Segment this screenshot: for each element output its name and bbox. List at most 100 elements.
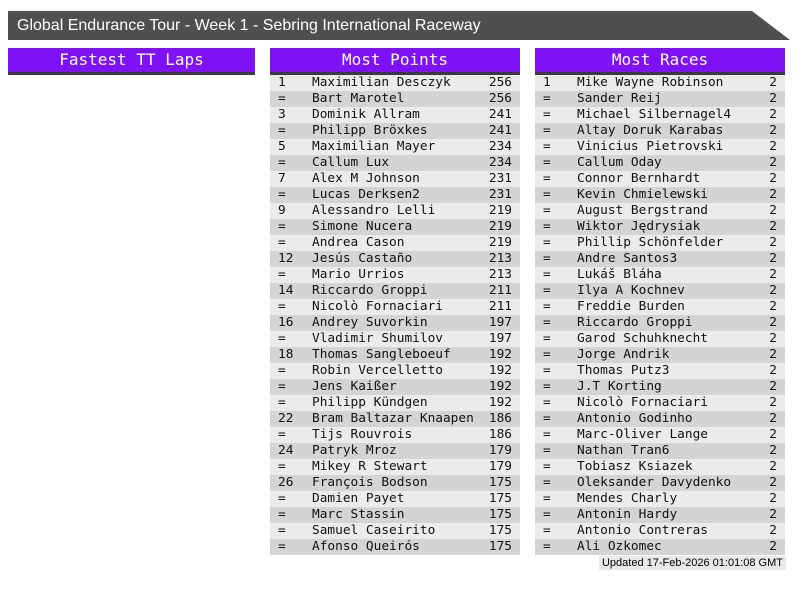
row-rank: =	[278, 155, 286, 170]
row-name: Antonin Hardy	[577, 507, 678, 522]
row-rank: =	[543, 139, 551, 154]
row-rank: =	[543, 107, 551, 122]
table-row: = Jens Kaißer 192	[270, 379, 520, 395]
row-value: 2	[769, 395, 777, 410]
table-row: = Oleksander Davydenko 2	[535, 475, 785, 491]
row-rank: =	[543, 475, 551, 490]
row-value: 2	[769, 251, 777, 266]
table-row: = August Bergstrand 2	[535, 203, 785, 219]
table-row: = Wiktor Jędrysiak 2	[535, 219, 785, 235]
table-row: = Connor Bernhardt 2	[535, 171, 785, 187]
row-value: 2	[769, 219, 777, 234]
row-rank: =	[543, 443, 551, 458]
row-rank: 5	[278, 139, 286, 154]
row-rank: =	[278, 491, 286, 506]
row-value: 2	[769, 235, 777, 250]
row-name: Marc Stassin	[312, 507, 405, 522]
table-row: = Vinicius Pietrovski 2	[535, 139, 785, 155]
table-row: = Michael Silbernagel4 2	[535, 107, 785, 123]
row-name: Mikey R Stewart	[312, 459, 428, 474]
row-rank: =	[278, 539, 286, 554]
row-name: Jorge Andrik	[577, 347, 670, 362]
row-rank: =	[278, 299, 286, 314]
row-name: Mendes Charly	[577, 491, 678, 506]
row-name: J.T Korting	[577, 379, 662, 394]
row-name: Ilya A Kochnev	[577, 283, 685, 298]
table-row: = Samuel Caseirito 175	[270, 523, 520, 539]
table-row: 26 François Bodson 175	[270, 475, 520, 491]
row-value: 2	[769, 123, 777, 138]
table-row: 24 Patryk Mroz 179	[270, 443, 520, 459]
row-value: 231	[488, 187, 512, 202]
row-rank: =	[543, 155, 551, 170]
section-most-points: Most Points 1 Maximilian Desczyk 256 = Bart …	[270, 48, 520, 555]
row-name: Andre Santos3	[577, 251, 678, 266]
row-value: 179	[488, 443, 512, 458]
row-value: 234	[488, 139, 512, 154]
row-value: 2	[769, 491, 777, 506]
table-row: 22 Bram Baltazar Knaapen 186	[270, 411, 520, 427]
row-rank: =	[543, 123, 551, 138]
row-name: Damien Payet	[312, 491, 405, 506]
table-row: = J.T Korting 2	[535, 379, 785, 395]
row-value: 192	[488, 379, 512, 394]
row-rank: =	[543, 491, 551, 506]
row-value: 192	[488, 363, 512, 378]
event-title-bar: Global Endurance Tour - Week 1 - Sebring…	[8, 11, 790, 40]
row-name: Vinicius Pietrovski	[577, 139, 724, 154]
row-rank: 1	[543, 75, 551, 90]
row-value: 241	[488, 107, 512, 122]
row-name: Riccardo Groppi	[312, 283, 428, 298]
row-name: Lucas Derksen2	[312, 187, 420, 202]
table-row: = Philipp Bröxkes 241	[270, 123, 520, 139]
row-value: 241	[488, 123, 512, 138]
row-value: 231	[488, 171, 512, 186]
row-name: Tijs Rouvrois	[312, 427, 413, 442]
row-name: Callum Oday	[577, 155, 662, 170]
row-name: Mike Wayne Robinson	[577, 75, 724, 90]
row-name: Antonio Godinho	[577, 411, 693, 426]
table-row: = Simone Nucera 219	[270, 219, 520, 235]
row-name: Vladimir Shumilov	[312, 331, 443, 346]
row-rank: =	[543, 459, 551, 474]
row-rank: =	[543, 283, 551, 298]
table-row: = Andrea Cason 219	[270, 235, 520, 251]
table-row: = Phillip Schönfelder 2	[535, 235, 785, 251]
row-name: Marc-Oliver Lange	[577, 427, 708, 442]
row-value: 186	[488, 427, 512, 442]
row-value: 2	[769, 299, 777, 314]
row-rank: 16	[278, 315, 294, 330]
table-row: = Callum Oday 2	[535, 155, 785, 171]
row-name: Antonio Contreras	[577, 523, 708, 538]
row-rank: =	[543, 235, 551, 250]
table-row: = Kevin Chmielewski 2	[535, 187, 785, 203]
row-value: 2	[769, 379, 777, 394]
last-updated-timestamp: Updated 17-Feb-2026 01:01:08 GMT	[598, 556, 786, 570]
row-value: 2	[769, 347, 777, 362]
row-value: 2	[769, 75, 777, 90]
row-rank: 7	[278, 171, 286, 186]
table-row: = Ilya A Kochnev 2	[535, 283, 785, 299]
row-value: 234	[488, 155, 512, 170]
row-rank: =	[543, 347, 551, 362]
row-value: 211	[488, 283, 512, 298]
row-value: 2	[769, 523, 777, 538]
row-rank: 22	[278, 411, 294, 426]
table-row: = Nicolò Fornaciari 211	[270, 299, 520, 315]
row-rank: =	[543, 267, 551, 282]
table-row: = Lucas Derksen2 231	[270, 187, 520, 203]
row-rank: =	[278, 267, 286, 282]
row-name: Altay Doruk Karabas	[577, 123, 724, 138]
row-name: Alessandro Lelli	[312, 203, 436, 218]
row-value: 175	[488, 539, 512, 554]
row-name: Andrey Suvorkin	[312, 315, 428, 330]
row-name: Riccardo Groppi	[577, 315, 693, 330]
table-row: = Philipp Kündgen 192	[270, 395, 520, 411]
row-rank: =	[543, 411, 551, 426]
row-value: 219	[488, 219, 512, 234]
table-row: = Mario Urrios 213	[270, 267, 520, 283]
table-row: = Damien Payet 175	[270, 491, 520, 507]
row-rank: =	[543, 539, 551, 554]
row-rank: =	[543, 331, 551, 346]
table-row: 9 Alessandro Lelli 219	[270, 203, 520, 219]
